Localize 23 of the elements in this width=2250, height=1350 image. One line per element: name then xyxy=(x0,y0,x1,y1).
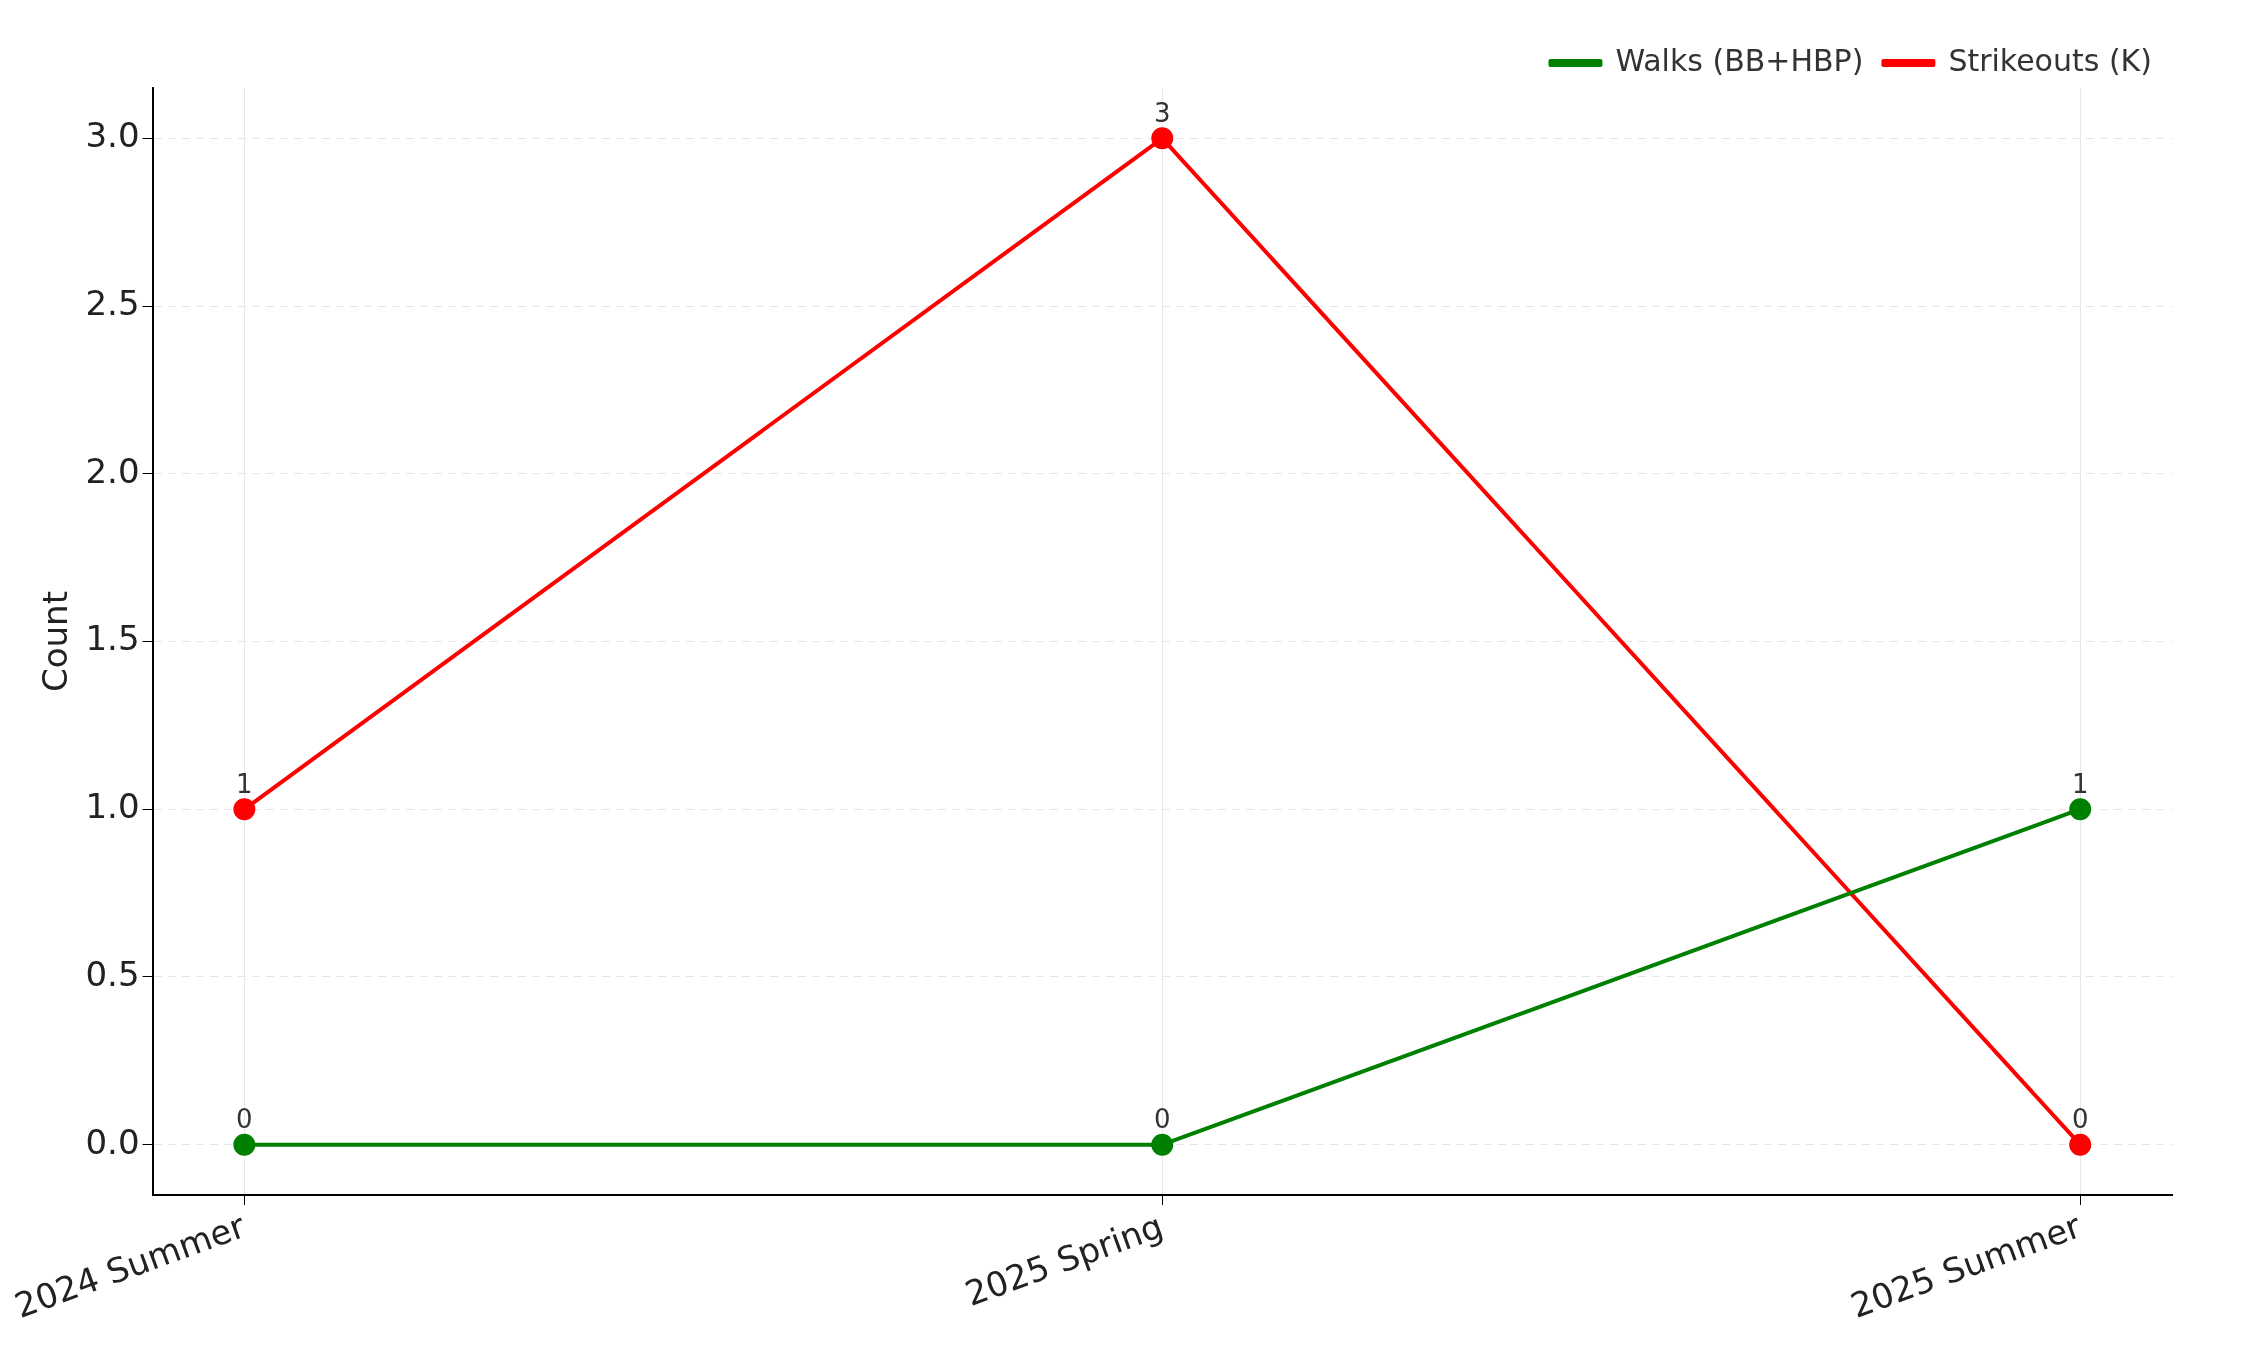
point xyxy=(1151,127,1174,150)
data-label: 0 xyxy=(236,1104,253,1135)
data-label: 0 xyxy=(1154,1104,1171,1135)
data-label: 1 xyxy=(2071,769,2089,799)
data-label: 0 xyxy=(2071,1104,2089,1135)
point xyxy=(2069,1133,2092,1156)
y-tick-label: 2.5 xyxy=(85,282,140,323)
data-label: 3 xyxy=(1154,98,1171,129)
y-tick-label: 2.0 xyxy=(85,450,140,491)
legend-label: Walks (BB+HBP) xyxy=(1615,42,1864,78)
y-tick-label: 0.5 xyxy=(85,953,140,994)
y-tick-label: 1.5 xyxy=(85,618,140,659)
legend-label: Strikeouts (K) xyxy=(1948,42,2153,78)
point xyxy=(1151,1133,1174,1156)
point xyxy=(233,1133,256,1156)
y-axis-title: Count xyxy=(34,591,75,693)
point xyxy=(2069,798,2092,821)
point xyxy=(233,798,256,821)
y-tick-label: 3.0 xyxy=(85,115,140,156)
x-tick-label: 2025 Spring xyxy=(959,1205,1169,1314)
y-tick-label: 0.0 xyxy=(85,1121,140,1162)
y-tick-label: 1.0 xyxy=(85,786,140,827)
data-label: 1 xyxy=(236,769,253,799)
